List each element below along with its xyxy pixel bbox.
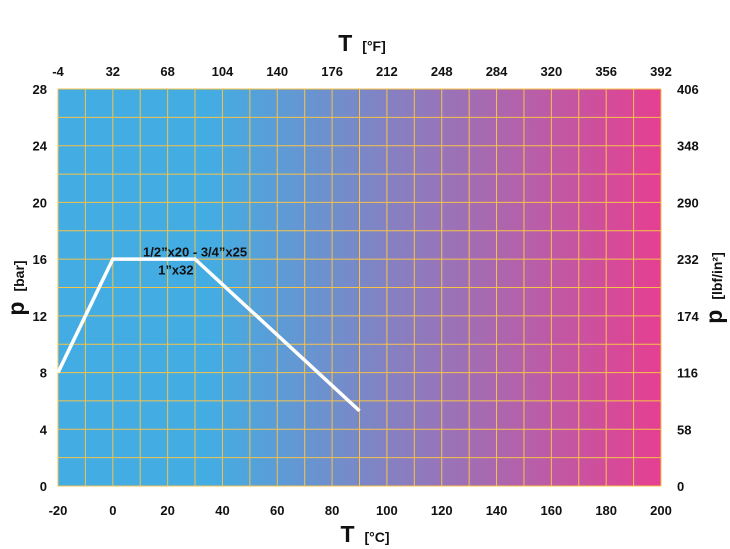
y-tick-label: 8	[40, 366, 47, 381]
x2-tick-label: 140	[266, 64, 288, 79]
y-axis-unit: [bar]	[11, 260, 27, 291]
x-tick-label: 160	[541, 503, 563, 518]
y2-tick-label: 58	[677, 422, 691, 437]
x2-tick-label: 248	[431, 64, 453, 79]
x2-axis-unit: [°F]	[362, 38, 385, 54]
y-tick-label: 20	[33, 195, 47, 210]
y2-axis-title: p [lbf/in²]	[701, 252, 727, 323]
x2-tick-label: -4	[52, 64, 64, 79]
x-tick-label: 80	[325, 503, 339, 518]
y-axis-title: p [bar]	[3, 260, 29, 315]
y-tick-label: 0	[40, 479, 47, 494]
series-line	[56, 257, 361, 413]
annotation-label: 1”x32	[158, 263, 193, 278]
series-layer	[56, 257, 361, 413]
x2-tick-label: 212	[376, 64, 398, 79]
y-tick-label: 24	[33, 139, 48, 154]
y-axis-label: p	[3, 302, 29, 316]
y2-tick-label: 0	[677, 479, 684, 494]
x-tick-label: 120	[431, 503, 453, 518]
y2-axis-unit: [lbf/in²]	[709, 252, 725, 299]
x-tick-label: 0	[109, 503, 116, 518]
y-tick-label: 16	[33, 252, 47, 267]
x-tick-label: 20	[160, 503, 174, 518]
y2-tick-label: 348	[677, 139, 699, 154]
y2-tick-label: 116	[677, 366, 698, 381]
y2-tick-label: 290	[677, 195, 699, 210]
annotations: 1/2”x20 - 3/4”x25 1”x32	[143, 244, 247, 277]
x2-tick-label: 68	[160, 64, 174, 79]
x-tick-label: 140	[486, 503, 508, 518]
x-tick-label: -20	[49, 503, 68, 518]
x-tick-label: 180	[595, 503, 617, 518]
x2-tick-label: 392	[650, 64, 672, 79]
grid	[57, 88, 662, 487]
x2-tick-label: 32	[106, 64, 120, 79]
x2-tick-label: 176	[321, 64, 343, 79]
annotation-label: 1/2”x20 - 3/4”x25	[143, 244, 247, 259]
y-tick-label: 28	[33, 82, 47, 97]
x-tick-label: 200	[650, 503, 672, 518]
y2-tick-label: 232	[677, 252, 699, 267]
y-axis-ticks: 0 4 8 12 16 20 24 28	[33, 82, 48, 494]
y2-axis-label: p	[701, 310, 727, 324]
y2-tick-label: 174	[677, 309, 699, 324]
x-tick-label: 60	[270, 503, 284, 518]
x2-axis-ticks: -4 32 68 104 140 176 212 248 284 320 356 392	[52, 64, 672, 79]
x-axis-title: T [°C]	[340, 521, 389, 547]
y2-tick-label: 406	[677, 82, 699, 97]
x2-tick-label: 356	[595, 64, 617, 79]
x-axis-unit: [°C]	[365, 529, 390, 545]
x2-tick-label: 284	[486, 64, 508, 79]
x-axis-label: T	[340, 521, 354, 547]
y-tick-label: 12	[33, 309, 47, 324]
x2-axis-label: T	[338, 30, 352, 56]
x-tick-label: 100	[376, 503, 398, 518]
x-tick-label: 40	[215, 503, 229, 518]
y-tick-label: 4	[40, 422, 48, 437]
y2-axis-ticks: 0 58 116 174 232 290 348 406	[677, 82, 699, 494]
x2-tick-label: 320	[541, 64, 563, 79]
x2-tick-label: 104	[212, 64, 234, 79]
x2-axis-title: T [°F]	[338, 30, 386, 56]
x-axis-ticks: -20 0 20 40 60 80 100 120 140 160 180 200	[49, 503, 672, 518]
